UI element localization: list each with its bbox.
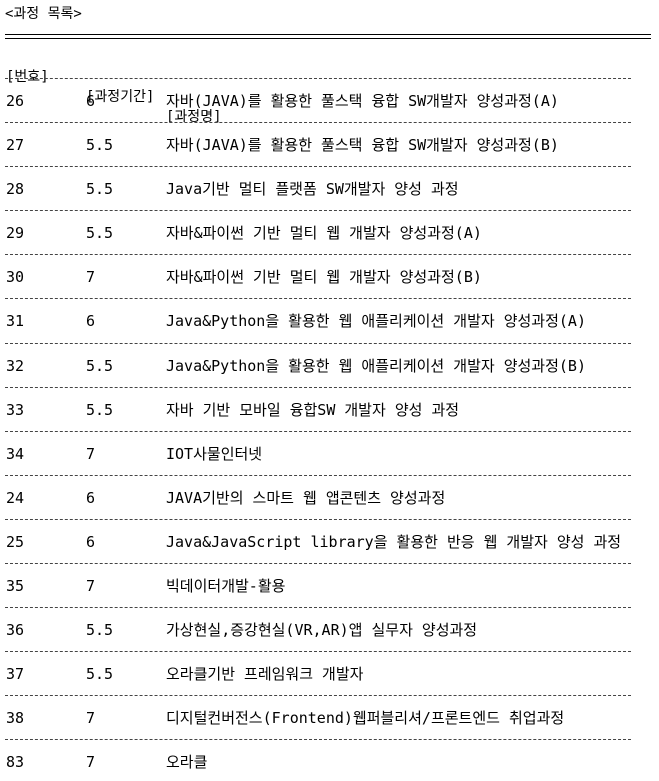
course-period: 6 xyxy=(86,488,96,507)
course-name: IOT사물인터넷 xyxy=(166,444,263,463)
course-name: 오라클기반 프레임워크 개발자 xyxy=(166,665,364,684)
course-number: 25 xyxy=(6,532,25,551)
table-row: 29 5.5 자바&파이썬 기반 멀티 웹 개발자 양성과정(A) xyxy=(5,199,651,243)
course-number: 34 xyxy=(6,444,25,463)
table-row: 33 5.5 자바 기반 모바일 융합SW 개발자 양성 과정 xyxy=(5,376,651,420)
course-number: 37 xyxy=(6,665,25,684)
table-row: 36 5.5 가상현실,증강현실(VR,AR)앱 실무자 양성과정 xyxy=(5,596,651,640)
course-name: 오라클 xyxy=(166,753,208,772)
course-number: 36 xyxy=(6,621,25,640)
row-divider xyxy=(5,386,631,400)
row-divider xyxy=(5,78,631,91)
table-row: 38 7 디지털컨버전스(Frontend)웹퍼블리셔/프론트엔드 취업과정 xyxy=(5,684,651,728)
course-period: 7 xyxy=(86,444,96,463)
row-divider xyxy=(5,474,631,488)
table-row: 37 5.5 오라클기반 프레임워크 개발자 xyxy=(5,640,651,684)
course-number: 29 xyxy=(6,224,25,243)
course-name: 자바(JAVA)를 활용한 풀스택 융합 SW개발자 양성과정(B) xyxy=(166,136,559,155)
course-period: 6 xyxy=(86,532,96,551)
table-row: 24 6 JAVA기반의 스마트 웹 앱콘텐츠 양성과정 xyxy=(5,464,651,508)
course-number: 24 xyxy=(6,488,25,507)
table-row: 32 5.5 Java&Python을 활용한 웹 애플리케이션 개발자 양성과정(… xyxy=(5,332,651,376)
title-divider xyxy=(5,34,651,39)
row-divider xyxy=(5,607,631,620)
course-period: 5.5 xyxy=(86,665,114,684)
table-row: 28 5.5 Java기반 멀티 플랫폼 SW개발자 양성 과정 xyxy=(5,155,651,199)
course-name: Java기반 멀티 플랫폼 SW개발자 양성 과정 xyxy=(166,180,459,199)
course-number: 35 xyxy=(6,577,25,596)
row-divider xyxy=(5,210,631,223)
course-number: 26 xyxy=(6,92,25,110)
course-number: 83 xyxy=(6,753,25,772)
table-row: 34 7 IOT사물인터넷 xyxy=(5,420,651,464)
table-row: 25 6 Java&JavaScript library을 활용한 반응 웹 개발자… xyxy=(5,508,651,552)
row-divider xyxy=(5,518,631,532)
row-divider xyxy=(5,563,631,576)
course-number: 32 xyxy=(6,356,25,375)
header-period: [과정기간] xyxy=(86,89,155,105)
course-name: 자바(JAVA)를 활용한 풀스택 융합 SW개발자 양성과정(A) xyxy=(166,92,559,110)
course-name: Java&Python을 활용한 웹 애플리케이션 개발자 양성과정(B) xyxy=(166,356,586,375)
course-number: 33 xyxy=(6,400,25,419)
table-row: 31 6 Java&Python을 활용한 웹 애플리케이션 개발자 양성과정(A) xyxy=(5,287,651,331)
course-period: 5.5 xyxy=(86,621,114,640)
page-title: <과정 목록> xyxy=(5,6,82,22)
table-row: 30 7 자바&파이썬 기반 멀티 웹 개발자 양성과정(B) xyxy=(5,243,651,287)
course-period: 6 xyxy=(86,92,96,110)
table-row: 83 7 오라클 xyxy=(5,728,651,772)
row-divider xyxy=(5,122,631,135)
header-number: [번호] xyxy=(6,69,49,85)
course-period: 5.5 xyxy=(86,180,114,199)
course-name: 자바&파이썬 기반 멀티 웹 개발자 양성과정(A) xyxy=(166,224,482,243)
course-period: 5.5 xyxy=(86,224,114,243)
course-period: 7 xyxy=(86,709,96,728)
row-divider xyxy=(5,166,631,179)
course-name: 자바&파이썬 기반 멀티 웹 개발자 양성과정(B) xyxy=(166,268,482,287)
course-number: 38 xyxy=(6,709,25,728)
row-divider xyxy=(5,651,631,664)
row-divider xyxy=(5,254,631,267)
course-number: 31 xyxy=(6,312,25,331)
row-divider xyxy=(5,342,631,356)
header-course-name: [과정명] xyxy=(166,109,222,125)
table-row: 27 5.5 자바(JAVA)를 활용한 풀스택 융합 SW개발자 양성과정(B) xyxy=(5,111,651,155)
course-name: JAVA기반의 스마트 웹 앱콘텐츠 양성과정 xyxy=(166,488,446,507)
course-period: 5.5 xyxy=(86,136,114,155)
course-name: Java&Python을 활용한 웹 애플리케이션 개발자 양성과정(A) xyxy=(166,312,586,331)
row-divider xyxy=(5,695,631,708)
course-name: Java&JavaScript library을 활용한 반응 웹 개발자 양성… xyxy=(166,532,622,551)
row-divider xyxy=(5,739,631,752)
course-table: 26 6 자바(JAVA)를 활용한 풀스택 융합 SW개발자 양성과정(A) 27 5… xyxy=(5,67,651,773)
course-period: 6 xyxy=(86,312,96,331)
course-period: 7 xyxy=(86,577,96,596)
course-number: 28 xyxy=(6,180,25,199)
course-name: 빅데이터개발-활용 xyxy=(166,577,286,596)
course-name: 디지털컨버전스(Frontend)웹퍼블리셔/프론트엔드 취업과정 xyxy=(166,709,565,728)
course-name: 자바 기반 모바일 융합SW 개발자 양성 과정 xyxy=(166,400,460,419)
table-row: 35 7 빅데이터개발-활용 xyxy=(5,552,651,596)
row-divider xyxy=(5,298,631,311)
table-row: 26 6 자바(JAVA)를 활용한 풀스택 융합 SW개발자 양성과정(A) xyxy=(5,67,651,111)
course-period: 5.5 xyxy=(86,356,114,375)
course-number: 30 xyxy=(6,268,25,287)
course-period: 7 xyxy=(86,753,96,772)
course-name: 가상현실,증강현실(VR,AR)앱 실무자 양성과정 xyxy=(166,621,478,640)
course-period: 7 xyxy=(86,268,96,287)
row-divider xyxy=(5,430,631,444)
course-period: 5.5 xyxy=(86,400,114,419)
course-number: 27 xyxy=(6,136,25,155)
table-header: [번호] [과정기간] [과정명] xyxy=(5,47,651,125)
